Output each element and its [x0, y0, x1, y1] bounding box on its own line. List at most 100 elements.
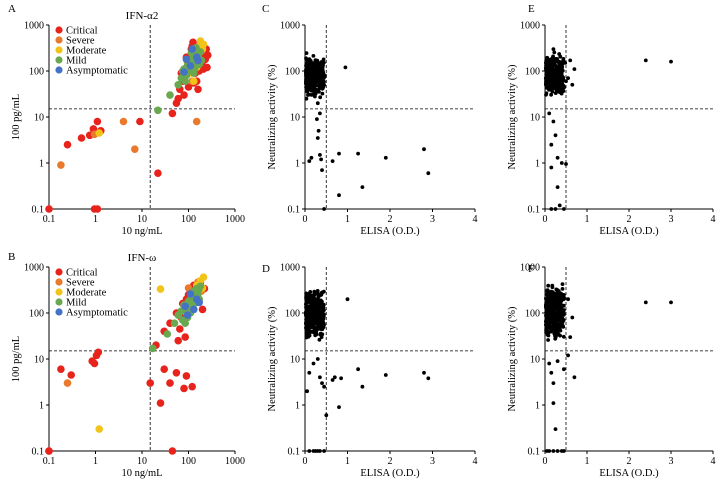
data-point: [552, 86, 557, 91]
data-point: [315, 64, 320, 68]
x-axis-label: 10 ng/mL: [121, 468, 162, 479]
x-tick-label: 1: [345, 456, 350, 467]
data-point: [557, 313, 562, 318]
data-point-critical: [160, 365, 168, 374]
y-tick-label: 1000: [24, 263, 44, 274]
data-point: [324, 413, 329, 418]
data-point: [313, 325, 318, 330]
y-tick-label: 0.1: [288, 447, 301, 458]
data-point-severe: [131, 145, 139, 153]
data-point: [316, 74, 321, 79]
legend-label: Moderate: [66, 46, 107, 57]
data-point: [312, 317, 317, 322]
data-point-critical: [168, 109, 177, 118]
data-point: [315, 117, 319, 121]
data-point-critical: [188, 382, 196, 391]
data-point: [572, 67, 577, 71]
data-point: [568, 335, 573, 339]
data-point: [546, 81, 551, 86]
y-tick-label: 1: [295, 159, 300, 170]
data-point: [304, 96, 309, 101]
data-point: [545, 58, 550, 63]
data-point-critical: [203, 63, 211, 72]
data-point: [549, 142, 554, 147]
data-point: [304, 307, 309, 311]
data-point: [305, 389, 309, 394]
data-point: [315, 136, 320, 140]
data-point-critical: [146, 379, 154, 387]
x-tick-label: 1: [585, 456, 590, 467]
data-point: [360, 384, 365, 389]
data-point: [304, 70, 308, 75]
data-point: [319, 291, 324, 295]
data-point: [337, 405, 341, 409]
data-point: [566, 353, 570, 358]
data-point: [317, 78, 322, 82]
data-point: [305, 77, 310, 81]
data-point: [318, 63, 323, 68]
data-point: [564, 162, 568, 166]
data-point: [570, 82, 575, 87]
x-tick-label: 2: [627, 214, 632, 225]
data-point: [669, 59, 673, 64]
data-point: [557, 52, 562, 56]
data-point-critical: [156, 399, 165, 407]
y-tick-label: 0.1: [288, 205, 301, 216]
data-point: [572, 375, 577, 380]
data-point: [316, 312, 321, 317]
x-axis-label: ELISA (O.D.): [360, 468, 420, 479]
x-tick-label: 3: [430, 456, 435, 467]
data-point: [307, 449, 312, 453]
data-point-asymptomatic: [190, 305, 198, 314]
data-point: [550, 307, 555, 312]
data-point-moderate: [95, 129, 103, 137]
data-point: [551, 67, 555, 72]
data-point: [550, 283, 555, 288]
data-point-mild: [178, 316, 187, 324]
x-tick-label: 100: [181, 214, 196, 225]
legend-marker: [55, 56, 63, 64]
x-tick-label: 0: [543, 456, 548, 467]
data-point: [304, 51, 309, 55]
data-point: [316, 128, 321, 133]
data-point-severe: [119, 117, 128, 126]
data-point: [316, 291, 320, 296]
data-point-critical: [67, 371, 75, 379]
data-point: [319, 157, 323, 162]
data-point-asymptomatic: [188, 45, 196, 53]
data-point: [314, 321, 319, 326]
data-point: [383, 373, 388, 377]
data-point: [555, 300, 559, 304]
x-tick-label: 0: [303, 456, 308, 467]
data-point: [426, 171, 431, 176]
data-point-critical: [45, 447, 53, 455]
data-point: [551, 324, 555, 329]
data-point: [561, 334, 566, 339]
x-tick-label: 1000: [225, 214, 245, 225]
data-point: [553, 303, 558, 307]
legend-label: Critical: [66, 26, 98, 37]
y-tick-label: 1: [295, 401, 300, 412]
data-point: [551, 47, 556, 51]
legend-marker: [55, 66, 63, 74]
data-point-mild: [181, 77, 189, 85]
data-point: [562, 85, 566, 90]
data-point: [308, 305, 312, 309]
data-point-severe: [63, 379, 72, 387]
data-point: [556, 332, 561, 337]
data-point: [318, 95, 323, 100]
data-point-critical: [63, 140, 72, 149]
y-tick-label: 0.1: [32, 205, 45, 216]
data-point-critical: [180, 91, 188, 99]
data-point: [360, 185, 365, 190]
data-point: [320, 91, 325, 96]
x-tick-label: 1: [585, 214, 590, 225]
data-point: [546, 315, 551, 320]
data-point: [306, 93, 310, 97]
data-point-critical: [194, 85, 202, 94]
y-tick-label: 1000: [520, 263, 540, 274]
data-point: [546, 86, 550, 90]
data-point-critical: [181, 333, 189, 341]
y-tick-label: 100: [525, 309, 540, 320]
data-point: [555, 155, 560, 160]
